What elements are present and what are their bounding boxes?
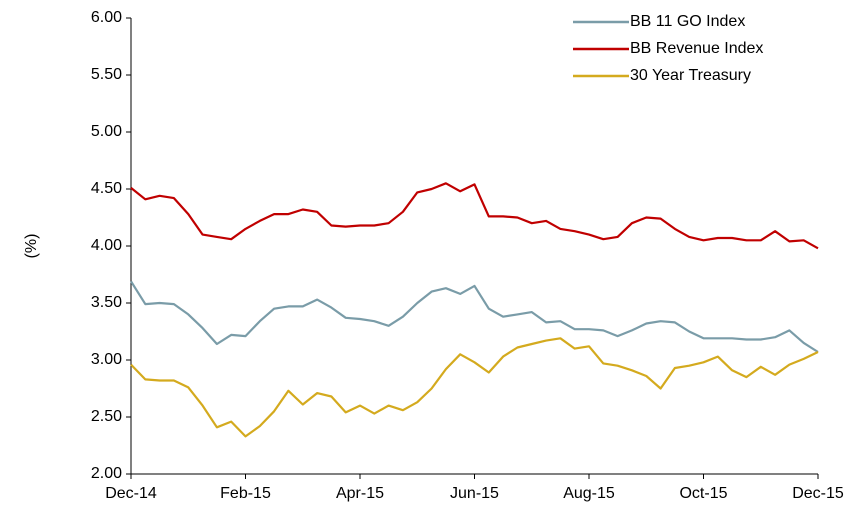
x-tick-label: Dec-15 — [792, 485, 844, 502]
y-tick-label: 2.00 — [91, 465, 122, 482]
series-line — [130, 280, 819, 353]
x-tick-label: Dec-14 — [105, 485, 157, 502]
x-tick-label: Jun-15 — [450, 485, 499, 502]
legend-label: 30 Year Treasury — [630, 67, 751, 84]
y-tick-label: 3.00 — [91, 351, 122, 368]
y-tick-label: 5.00 — [91, 123, 122, 140]
y-tick-label: 6.00 — [91, 9, 122, 26]
y-tick-label: 2.50 — [91, 408, 122, 425]
x-tick-label: Aug-15 — [563, 485, 615, 502]
y-tick-label: 3.50 — [91, 294, 122, 311]
x-tick-label: Apr-15 — [336, 485, 384, 502]
y-tick-label: 4.50 — [91, 180, 122, 197]
series-line — [130, 182, 819, 250]
series-line — [130, 337, 819, 438]
y-tick-label: 5.50 — [91, 66, 122, 83]
x-tick-label: Feb-15 — [220, 485, 271, 502]
legend-label: BB Revenue Index — [630, 40, 763, 57]
y-tick-label: 4.00 — [91, 237, 122, 254]
legend-label: BB 11 GO Index — [630, 13, 745, 30]
x-tick-label: Oct-15 — [679, 485, 727, 502]
y-axis-label: (%) — [23, 234, 40, 259]
